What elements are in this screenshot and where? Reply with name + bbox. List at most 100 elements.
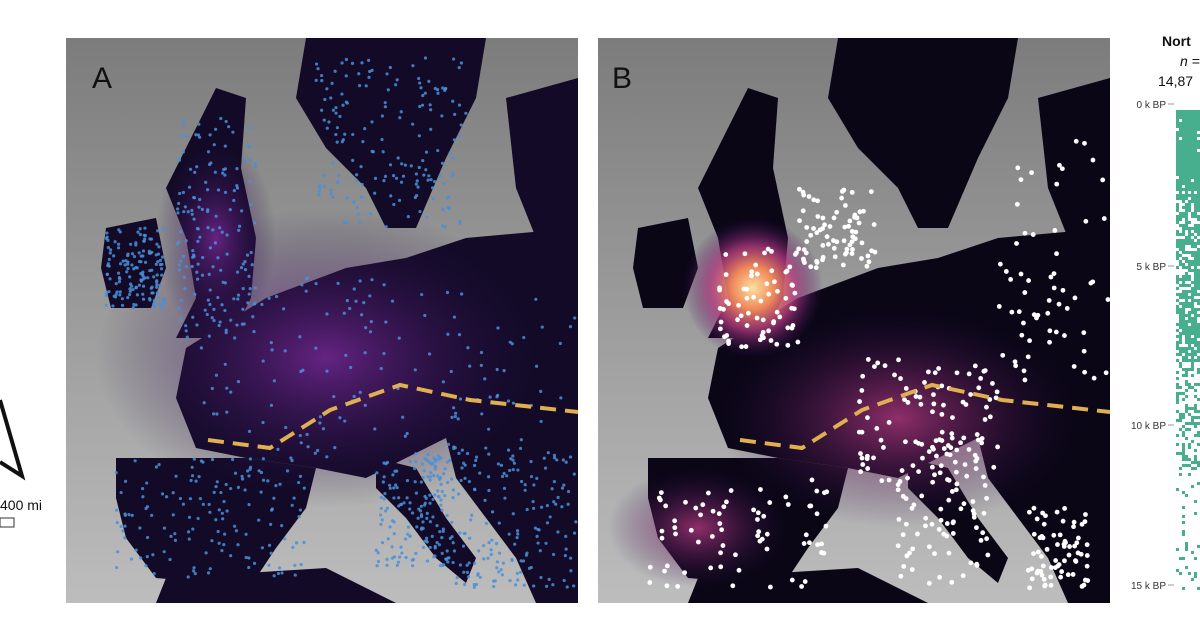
site-dot [184,329,188,333]
strip-point [1176,395,1179,398]
strip-point [1194,143,1197,146]
site-dot [545,584,549,588]
strip-point [1197,155,1200,158]
site-dot [548,515,552,519]
site-dot [429,178,433,182]
site-dot [344,353,348,358]
strip-point [1191,233,1194,236]
strip-point [1194,200,1197,203]
strip-point [1188,305,1191,308]
strip-point [1179,125,1182,128]
strip-point [1176,410,1179,413]
site-dot [410,511,415,515]
strip-point [1185,275,1188,278]
strip-point [1194,389,1197,392]
site-dot [192,196,197,200]
strip-point [1194,449,1197,452]
site-dot [433,554,437,558]
strip-point [1179,338,1182,341]
site-dot [120,297,124,301]
strip-point [1191,239,1194,242]
site-dot [450,520,454,524]
site-dot [157,245,161,249]
site-dot [193,170,197,174]
strip-point [1182,320,1185,323]
site-dot [460,448,464,452]
site-dot [116,246,121,250]
strip-point [1197,143,1200,146]
site-dot [281,307,286,311]
strip-point [1182,116,1185,119]
site-dot [559,396,563,400]
strip-point [1185,170,1188,173]
site-dot [736,567,742,573]
strip-point [1179,311,1182,314]
strip-point [1191,386,1194,389]
site-dot [406,525,410,529]
site-dot [388,483,392,487]
strip-point [1197,254,1200,257]
site-dot [926,580,932,586]
strip-point [1185,407,1188,410]
strip-point [1191,119,1194,122]
site-dot [458,397,463,401]
site-dot [1013,363,1019,369]
site-dot [152,299,156,303]
site-dot [516,578,520,582]
strip-point [1179,188,1182,191]
strip-point [1188,233,1191,236]
site-dot [331,108,335,112]
strip-point [1185,128,1188,131]
strip-point [1179,428,1182,431]
strip-point [1188,182,1191,185]
site-dot [108,277,112,281]
site-dot [280,571,284,575]
strip-point [1191,281,1194,284]
site-dot [215,412,219,416]
site-dot [336,281,340,285]
strip-point [1176,140,1179,143]
site-dot [176,207,180,211]
site-dot [962,462,968,468]
strip-point [1179,392,1182,395]
site-dot [1082,140,1087,146]
strip-point [1191,320,1194,323]
site-dot [121,259,125,263]
site-dot [385,460,390,465]
site-dot [556,495,560,500]
site-dot [236,379,241,384]
site-dot [441,529,445,534]
site-dot [200,273,205,277]
strip-point [1176,188,1179,191]
site-dot [443,493,447,498]
site-dot [796,186,802,192]
site-dot [474,455,479,459]
strip-point [1185,284,1188,287]
site-dot [370,68,374,72]
site-dot [663,503,669,509]
strip-point [1182,275,1185,278]
strip-point [1194,272,1197,275]
site-dot [1066,552,1072,558]
site-dot [446,560,450,564]
strip-point [1182,431,1185,434]
site-dot [215,480,219,484]
strip-point [1191,440,1194,443]
strip-point [1188,329,1191,332]
strip-point [1182,179,1185,182]
site-dot [791,306,797,312]
site-dot [861,208,866,214]
strip-point [1188,458,1191,461]
site-dot [186,530,191,534]
site-dot [202,401,206,405]
strip-point [1191,293,1194,296]
site-dot [222,167,226,172]
strip-point [1179,350,1182,353]
site-dot [659,535,665,541]
site-dot [395,563,399,567]
strip-point [1197,128,1200,131]
site-dot [298,474,303,479]
strip-point [1182,182,1185,185]
site-dot [513,542,517,546]
strip-point [1179,341,1182,344]
